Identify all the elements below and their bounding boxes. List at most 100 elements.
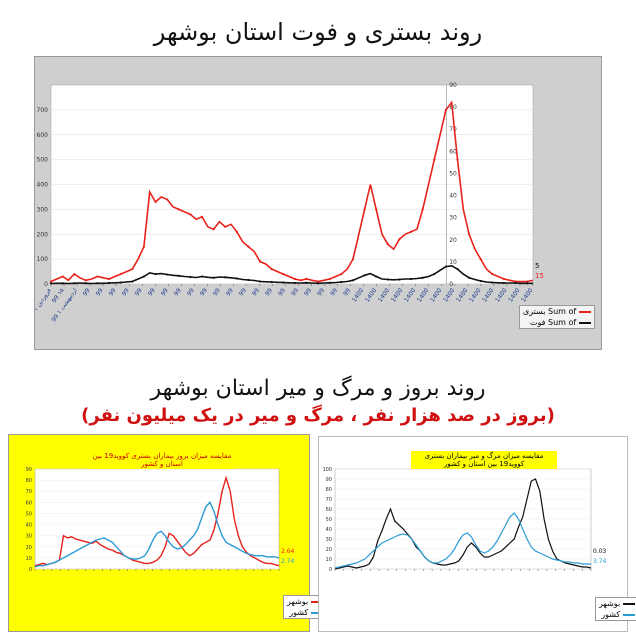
series-line-0 — [334, 478, 592, 570]
y-tick-label-4: 40 — [26, 523, 32, 529]
data-point — [375, 275, 378, 278]
x-tick-label-22: 99 — [329, 287, 339, 297]
x-tick-label-11: 99 — [186, 287, 196, 297]
data-point — [247, 245, 250, 248]
legend-item-death: Sum of فوت — [520, 317, 594, 328]
x-tick-label-28: 1400 — [403, 287, 418, 304]
y2-tick-label-3: 30 — [449, 215, 457, 222]
data-point — [73, 282, 76, 285]
legend-item-country-2: کشور — [596, 609, 636, 620]
series-line-0 — [34, 475, 280, 567]
data-point — [305, 281, 308, 284]
data-point — [107, 277, 111, 281]
data-point — [328, 277, 331, 281]
data-point — [131, 280, 134, 283]
data-point — [526, 282, 529, 285]
y-tick-label-4: 400 — [37, 182, 49, 189]
y2-tick-label-5: 50 — [449, 170, 457, 177]
data-point — [317, 280, 320, 283]
x-tick-label-31: 1400 — [442, 287, 457, 304]
data-point — [177, 208, 180, 211]
data-point — [479, 258, 482, 261]
data-point — [293, 277, 297, 281]
bottom-subtitle: (بروز در صد هزار نفر ، مرگ و میر در یک م… — [81, 405, 555, 426]
y-tick-label-5: 50 — [326, 517, 332, 523]
x-tick-label-21: 99 — [316, 287, 326, 297]
data-point — [247, 278, 250, 282]
end-label-1: 2.64 — [281, 548, 295, 555]
data-point — [421, 276, 424, 279]
data-point — [61, 275, 64, 278]
data-point — [526, 280, 529, 283]
x-tick-label-10: 99 — [173, 287, 183, 297]
series-line-1 — [34, 501, 280, 568]
y-tick-label-7: 700 — [37, 107, 49, 114]
data-point — [154, 272, 157, 276]
y-tick-label-3: 30 — [326, 537, 332, 543]
y-tick-label-0: 0 — [44, 281, 48, 288]
y2-tick-label-4: 40 — [449, 193, 457, 200]
data-point — [73, 272, 76, 276]
data-point — [421, 208, 424, 211]
mortality-legend: بوشهر کشور — [595, 597, 636, 621]
data-point — [166, 198, 169, 201]
data-point — [363, 208, 366, 211]
x-tick-label-36: 1400 — [507, 287, 522, 304]
x-tick-label-5: 99 — [108, 287, 118, 297]
data-point — [142, 245, 146, 248]
data-point — [166, 273, 169, 276]
x-tick-label-18: 99 — [277, 287, 287, 297]
data-point — [270, 280, 273, 284]
y-tick-label-1: 10 — [26, 556, 32, 562]
legend-item-bushehr-2: بوشهر — [596, 598, 636, 609]
data-point — [96, 282, 99, 285]
y2-tick-label-6: 60 — [449, 148, 457, 155]
y-tick-label-5: 50 — [26, 511, 32, 517]
y-tick-label-1: 10 — [326, 557, 332, 563]
x-tick-label-9: 99 — [160, 287, 170, 297]
y-tick-label-6: 600 — [37, 132, 49, 139]
y-tick-label-9: 90 — [326, 477, 332, 483]
data-point — [270, 267, 273, 271]
data-point — [386, 243, 389, 246]
x-tick-label-32: 1400 — [455, 287, 470, 304]
x-tick-label-26: 1400 — [377, 287, 392, 304]
y-tick-label-5: 500 — [37, 157, 49, 164]
data-point — [131, 267, 134, 271]
data-point — [363, 274, 366, 277]
data-point — [305, 277, 308, 281]
data-point — [444, 108, 447, 111]
end-label-0: 15 — [535, 272, 544, 280]
data-point — [258, 280, 262, 283]
data-point — [200, 215, 204, 218]
x-tick-label-4: 99 — [95, 287, 105, 297]
hospitalization-legend: Sum of بستری Sum of فوت — [519, 305, 596, 329]
series-line-1 — [334, 512, 591, 569]
x-tick-label-15: 99 — [238, 287, 248, 297]
x-tick-label-3: 99 — [82, 287, 92, 297]
y-tick-label-7: 70 — [326, 497, 332, 503]
data-point — [502, 281, 506, 285]
x-tick-label-35: 1400 — [494, 287, 509, 304]
data-point — [177, 274, 180, 277]
incidence-chart-panel: مقایسه میزان بروز بیماران بستری کووید19 … — [8, 434, 328, 632]
data-point — [340, 272, 343, 276]
x-tick-label-23: 99 — [342, 287, 352, 297]
mortality-chart: 0 10 20 30 40 50 60 70 80 90 100 3.74 0.03 — [322, 467, 607, 573]
data-point — [49, 280, 53, 283]
data-point — [491, 281, 494, 284]
data-point — [189, 275, 192, 279]
end-label-0: 3.74 — [593, 558, 607, 565]
data-point — [200, 275, 204, 278]
data-point — [154, 200, 157, 204]
y-tick-label-2: 20 — [326, 547, 332, 553]
data-point — [235, 230, 238, 233]
legend-item-country: کشور — [284, 607, 326, 618]
data-point — [317, 282, 320, 285]
x-tick-label-34: 1400 — [481, 287, 496, 304]
x-tick-label-27: 1400 — [390, 287, 405, 304]
y-tick-label-0: 0 — [329, 567, 332, 573]
data-point — [328, 281, 331, 284]
data-point — [444, 265, 447, 268]
incidence-chart: 0 10 20 30 40 50 60 70 80 90 2.74 2.64 — [26, 467, 295, 573]
